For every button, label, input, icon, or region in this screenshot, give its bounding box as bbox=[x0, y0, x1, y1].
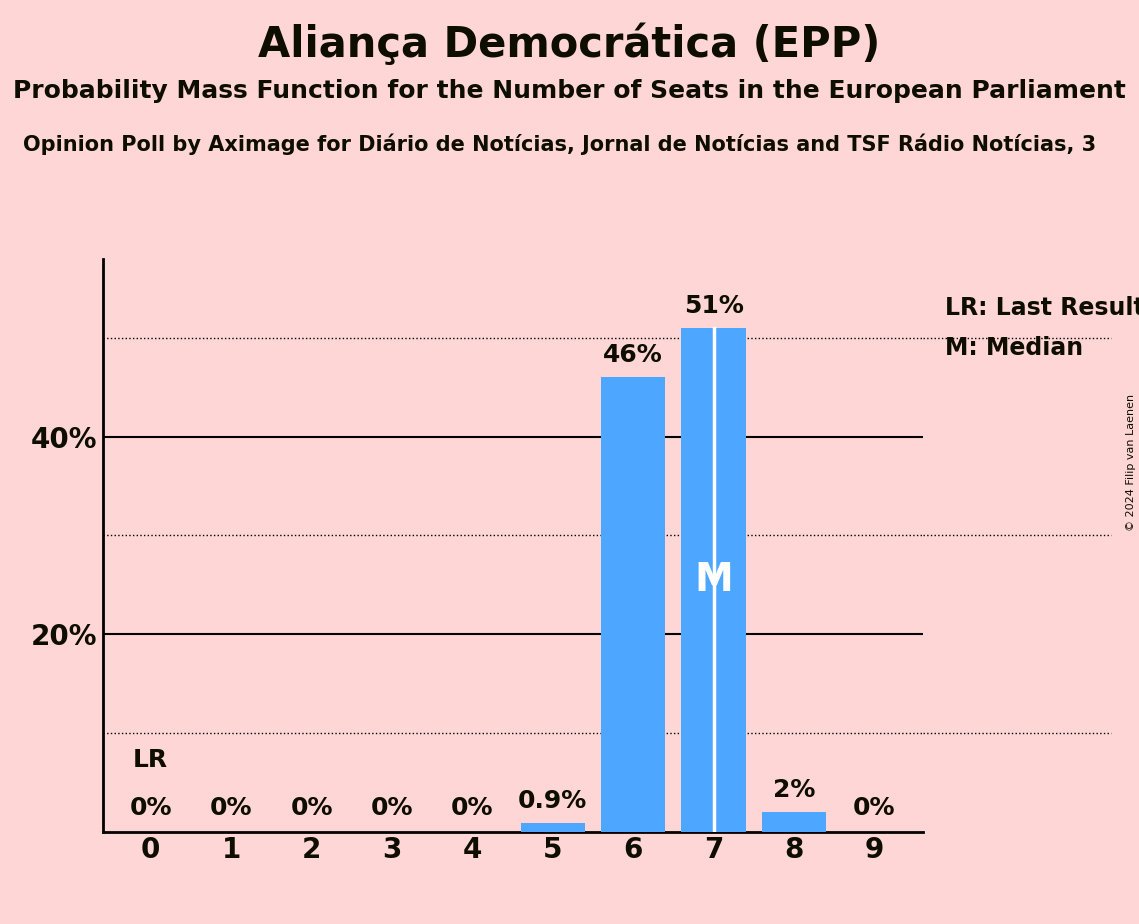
Text: Aliança Democrática (EPP): Aliança Democrática (EPP) bbox=[259, 23, 880, 66]
Text: 2%: 2% bbox=[772, 778, 816, 802]
Text: 0%: 0% bbox=[451, 796, 493, 820]
Bar bbox=[521, 822, 585, 832]
Text: Probability Mass Function for the Number of Seats in the European Parliament: Probability Mass Function for the Number… bbox=[13, 79, 1126, 103]
Text: 51%: 51% bbox=[683, 294, 744, 318]
Bar bbox=[762, 812, 826, 832]
Text: 0%: 0% bbox=[130, 796, 172, 820]
Text: M: Median: M: Median bbox=[945, 335, 1083, 359]
Text: M: M bbox=[694, 561, 732, 599]
Text: 46%: 46% bbox=[604, 344, 663, 368]
Text: 0.9%: 0.9% bbox=[518, 789, 588, 813]
Text: LR: Last Result: LR: Last Result bbox=[945, 296, 1139, 320]
Text: Opinion Poll by Aximage for Diário de Notícias, Jornal de Notícias and TSF Rádio: Opinion Poll by Aximage for Diário de No… bbox=[23, 134, 1096, 155]
Bar bbox=[601, 377, 665, 832]
Text: LR: LR bbox=[133, 748, 169, 772]
Bar bbox=[681, 328, 746, 832]
Text: © 2024 Filip van Laenen: © 2024 Filip van Laenen bbox=[1126, 394, 1136, 530]
Text: 0%: 0% bbox=[853, 796, 895, 820]
Text: 0%: 0% bbox=[290, 796, 333, 820]
Text: 0%: 0% bbox=[370, 796, 413, 820]
Text: 0%: 0% bbox=[210, 796, 253, 820]
